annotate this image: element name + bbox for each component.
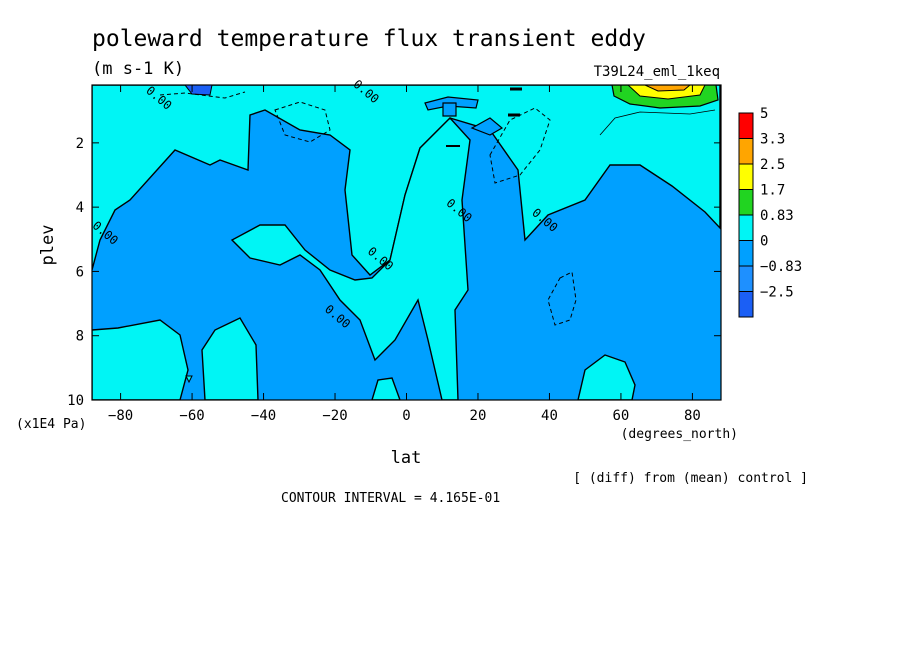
field-positive-blob-se [577, 354, 636, 400]
x-tick-label: −80 [108, 408, 133, 424]
field-negative-top-pocket2 [470, 117, 504, 136]
chart-units: (m s-1 K) [92, 59, 184, 79]
legend-level-label: −0.83 [760, 259, 802, 275]
legend-swatch [738, 163, 754, 190]
contour-interval: CONTOUR INTERVAL = 4.165E-01 [281, 491, 500, 506]
legend-level-label: 2.5 [760, 157, 785, 173]
y-axis-ticks: 2 4 6 8 10 [67, 136, 721, 409]
legend-swatch [738, 291, 754, 318]
field-positive-region-main [92, 85, 721, 276]
x-axis-unit: (degrees_north) [621, 427, 738, 442]
field-positive-tongue-center [230, 116, 471, 400]
legend-swatch [738, 112, 754, 139]
legend-level-label: 0 [760, 234, 768, 250]
y-tick-label: 8 [76, 329, 84, 345]
legend-swatch [738, 265, 754, 292]
contour-small-triangle [185, 375, 193, 384]
field-positive-blob-s2 [371, 377, 401, 400]
field-positive-blob-sw [92, 319, 189, 400]
y-tick-label: 6 [76, 264, 84, 280]
contour-dashed-1 [274, 101, 331, 143]
contour-dashed-2 [489, 107, 551, 184]
legend-level-label: 1.7 [760, 183, 785, 199]
field-band-orange [644, 85, 691, 92]
y-axis-unit: (x1E4 Pa) [16, 417, 86, 432]
x-tick-label: 40 [541, 408, 558, 424]
y-tick-label: 4 [76, 200, 84, 216]
legend-swatch [738, 189, 754, 216]
legend-level-label: 5 [760, 106, 768, 122]
x-axis-label: lat [391, 448, 422, 468]
x-tick-label: −40 [251, 408, 276, 424]
legend-level-label: 3.3 [760, 132, 785, 148]
contour-thin-ne [599, 109, 716, 136]
x-tick-label: 0 [402, 408, 410, 424]
legend-level-label: −2.5 [760, 285, 794, 301]
chart-title: poleward temperature flux transient eddy [92, 26, 646, 52]
x-tick-label: −20 [322, 408, 347, 424]
y-axis-label: plev [38, 225, 58, 266]
y-tick-label: 2 [76, 136, 84, 152]
x-tick-label: 60 [613, 408, 630, 424]
contour-dashed-4 [159, 91, 246, 99]
field-positive-blob-s1 [201, 317, 259, 400]
comparison-note: [ (diff) from (mean) control ] [573, 471, 808, 486]
color-legend: 5 3.3 2.5 1.7 0.83 0 −0.83 −2.5 [738, 106, 802, 318]
x-tick-label: −60 [179, 408, 204, 424]
x-tick-label: 20 [470, 408, 487, 424]
field-negative-top-pocket3 [442, 102, 457, 117]
y-tick-label: 10 [67, 393, 84, 409]
legend-swatch [738, 240, 754, 267]
legend-level-label: 0.83 [760, 208, 794, 224]
plot-area [92, 85, 721, 400]
x-tick-label: 80 [684, 408, 701, 424]
x-axis-ticks: −80 −60 −40 −20 0 20 40 60 80 [108, 85, 701, 424]
legend-swatch [738, 214, 754, 241]
run-label: T39L24_eml_1keq [594, 64, 720, 80]
legend-swatch [738, 138, 754, 165]
